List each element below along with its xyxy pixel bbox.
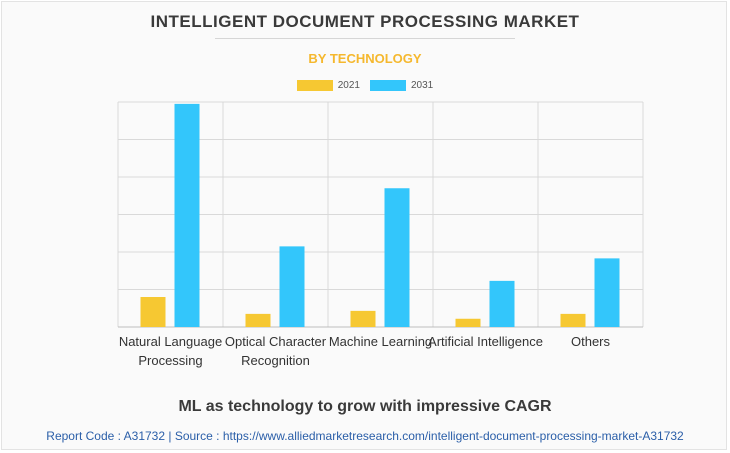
bar-2031-3[interactable] <box>489 280 515 327</box>
x-tick-label: Artificial Intelligence <box>428 334 543 349</box>
bar-2021-2[interactable] <box>350 310 376 327</box>
x-tick-label: Recognition <box>241 353 310 368</box>
bar-2021-3[interactable] <box>455 318 481 327</box>
x-tick-label: Processing <box>138 353 202 368</box>
source-footer[interactable]: Report Code : A31732 | Source : https://… <box>46 429 684 443</box>
bar-2031-1[interactable] <box>279 246 305 327</box>
legend-label-2031: 2031 <box>411 80 434 91</box>
bar-2031-2[interactable] <box>384 188 410 327</box>
legend-swatch-2021 <box>296 80 333 91</box>
bar-2031-0[interactable] <box>174 103 200 327</box>
x-tick-label: Machine Learning <box>329 334 432 349</box>
bar-2021-4[interactable] <box>560 313 586 327</box>
legend-swatch-2031 <box>370 80 406 91</box>
chart-subtitle: BY TECHNOLOGY <box>308 51 422 66</box>
chart-title: INTELLIGENT DOCUMENT PROCESSING MARKET <box>150 12 580 31</box>
legend-item-2031[interactable]: 2031 <box>370 80 433 91</box>
x-tick-label: Natural Language <box>119 334 222 349</box>
bar-2021-1[interactable] <box>245 313 271 327</box>
x-tick-label: Optical Character <box>225 334 327 349</box>
title-divider <box>215 38 515 39</box>
legend-item-2021[interactable]: 2021 <box>296 80 360 91</box>
legend-label-2021: 2021 <box>337 80 360 91</box>
x-tick-label: Others <box>571 334 611 349</box>
bar-2031-4[interactable] <box>594 258 620 327</box>
chart-legend: 2021 2031 <box>0 80 730 91</box>
bar-2021-0[interactable] <box>140 297 166 327</box>
chart-caption: ML as technology to grow with impressive… <box>178 398 552 415</box>
